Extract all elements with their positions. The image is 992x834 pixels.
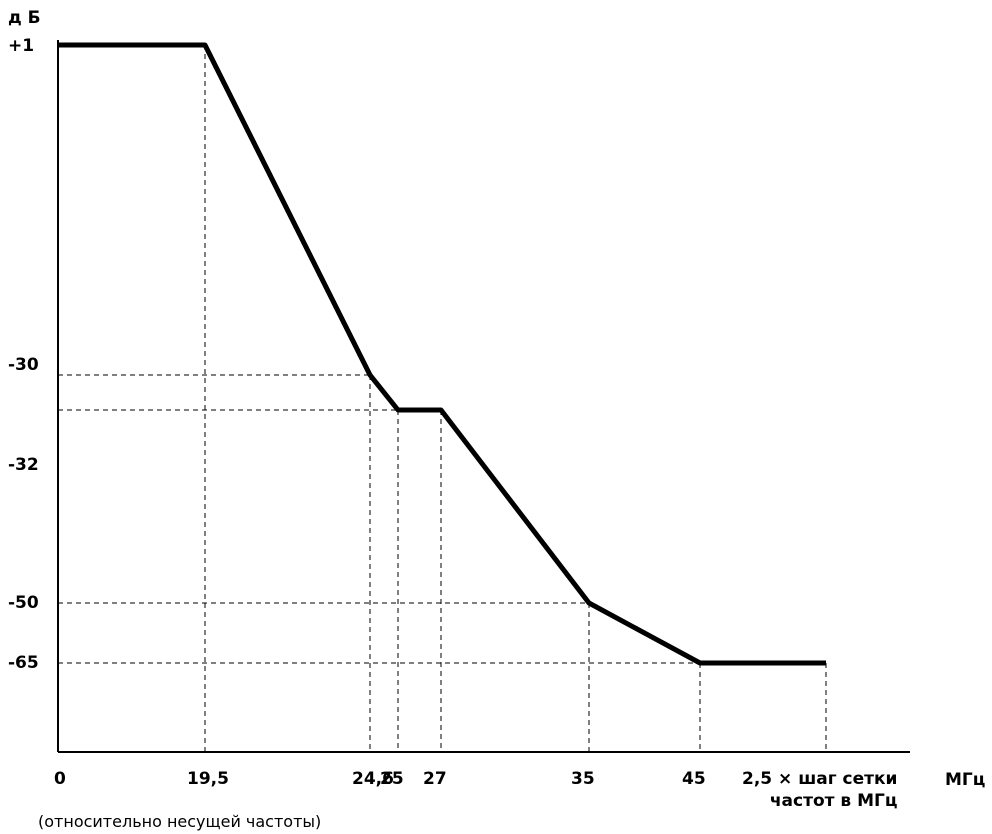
- y-tick-label: +1: [8, 36, 34, 56]
- x-axis-unit: МГц: [945, 770, 985, 790]
- y-tick-label: -65: [8, 653, 39, 673]
- y-axis-label: д Б: [8, 8, 41, 28]
- x-tick-label: 24,6: [352, 769, 394, 789]
- y-tick-label: -32: [8, 455, 39, 475]
- x-tick-label: 0: [54, 769, 66, 789]
- x-tick-label: 35: [571, 769, 595, 789]
- x-tick-label: 25: [380, 769, 404, 789]
- x-tick-label: 19,5: [187, 769, 229, 789]
- y-tick-label: -30: [8, 355, 39, 375]
- y-tick-label: -50: [8, 593, 39, 613]
- line: [58, 42, 826, 666]
- x-tick-label: 2,5 × шаг сетки частот в МГц: [742, 769, 898, 811]
- x-tick-label: 45: [682, 769, 706, 789]
- x-tick-label: 27: [423, 769, 447, 789]
- note: (относительно несущей частоты): [38, 812, 322, 831]
